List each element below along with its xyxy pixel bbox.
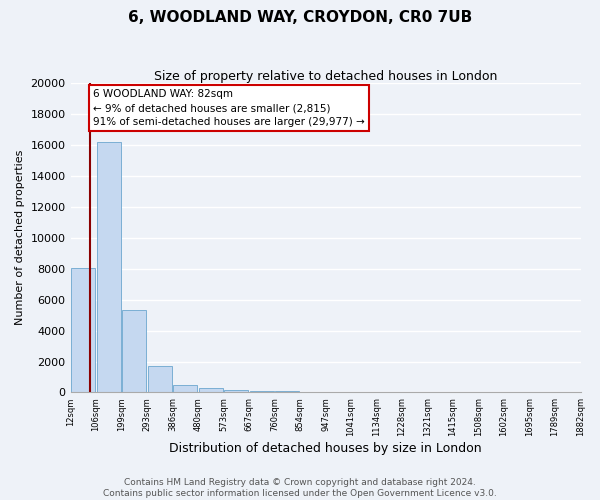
Text: Contains HM Land Registry data © Crown copyright and database right 2024.
Contai: Contains HM Land Registry data © Crown c… [103,478,497,498]
Bar [148,366,172,392]
Bar [224,390,248,392]
Text: 6, WOODLAND WAY, CROYDON, CR0 7UB: 6, WOODLAND WAY, CROYDON, CR0 7UB [128,10,472,25]
Y-axis label: Number of detached properties: Number of detached properties [15,150,25,326]
Bar [71,268,95,392]
X-axis label: Distribution of detached houses by size in London: Distribution of detached houses by size … [169,442,482,455]
Bar [199,388,223,392]
Bar [97,142,121,393]
Bar [250,391,274,392]
Bar [122,310,146,392]
Text: 6 WOODLAND WAY: 82sqm
← 9% of detached houses are smaller (2,815)
91% of semi-de: 6 WOODLAND WAY: 82sqm ← 9% of detached h… [94,89,365,127]
Title: Size of property relative to detached houses in London: Size of property relative to detached ho… [154,70,497,83]
Bar [173,386,197,392]
